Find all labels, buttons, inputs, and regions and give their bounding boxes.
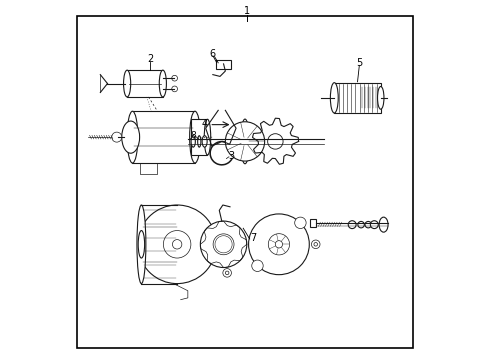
Text: 6: 6 bbox=[210, 49, 216, 59]
Ellipse shape bbox=[348, 221, 356, 229]
Circle shape bbox=[163, 230, 191, 258]
Circle shape bbox=[314, 243, 318, 246]
Circle shape bbox=[215, 236, 232, 253]
Circle shape bbox=[213, 234, 234, 255]
Circle shape bbox=[275, 240, 283, 248]
Text: 2: 2 bbox=[147, 54, 153, 64]
Circle shape bbox=[248, 214, 309, 275]
Bar bbox=[192, 119, 207, 155]
Ellipse shape bbox=[190, 111, 200, 163]
Circle shape bbox=[172, 75, 177, 81]
Circle shape bbox=[294, 217, 306, 229]
Ellipse shape bbox=[127, 111, 138, 163]
Ellipse shape bbox=[137, 205, 146, 284]
Ellipse shape bbox=[365, 221, 371, 228]
Ellipse shape bbox=[202, 136, 207, 147]
Ellipse shape bbox=[197, 136, 201, 147]
Text: 4: 4 bbox=[201, 119, 207, 129]
Ellipse shape bbox=[330, 83, 338, 113]
Circle shape bbox=[312, 240, 320, 249]
Ellipse shape bbox=[191, 136, 196, 147]
Circle shape bbox=[252, 260, 263, 271]
Circle shape bbox=[268, 134, 283, 149]
Circle shape bbox=[223, 269, 231, 277]
Ellipse shape bbox=[358, 221, 364, 228]
Bar bbox=[217, 60, 231, 69]
Ellipse shape bbox=[138, 230, 145, 258]
Text: 5: 5 bbox=[356, 58, 363, 68]
Ellipse shape bbox=[241, 119, 249, 164]
Ellipse shape bbox=[159, 70, 167, 97]
Bar bbox=[127, 70, 163, 97]
Circle shape bbox=[269, 234, 290, 255]
Text: 3: 3 bbox=[228, 151, 235, 161]
Bar bbox=[310, 219, 317, 227]
Text: 1: 1 bbox=[244, 6, 250, 17]
Text: 7: 7 bbox=[250, 233, 256, 243]
Circle shape bbox=[225, 271, 229, 275]
Circle shape bbox=[225, 122, 265, 161]
Ellipse shape bbox=[123, 70, 131, 97]
Circle shape bbox=[172, 86, 177, 92]
Text: 8: 8 bbox=[190, 131, 196, 140]
Circle shape bbox=[138, 205, 217, 284]
Circle shape bbox=[172, 240, 182, 249]
Bar bbox=[132, 111, 195, 163]
Circle shape bbox=[200, 221, 247, 267]
Ellipse shape bbox=[379, 217, 388, 232]
Ellipse shape bbox=[204, 119, 211, 155]
Bar bbox=[334, 83, 381, 113]
Circle shape bbox=[220, 241, 227, 248]
Circle shape bbox=[112, 132, 122, 142]
Ellipse shape bbox=[122, 121, 140, 153]
Ellipse shape bbox=[370, 221, 378, 229]
Ellipse shape bbox=[377, 86, 384, 109]
